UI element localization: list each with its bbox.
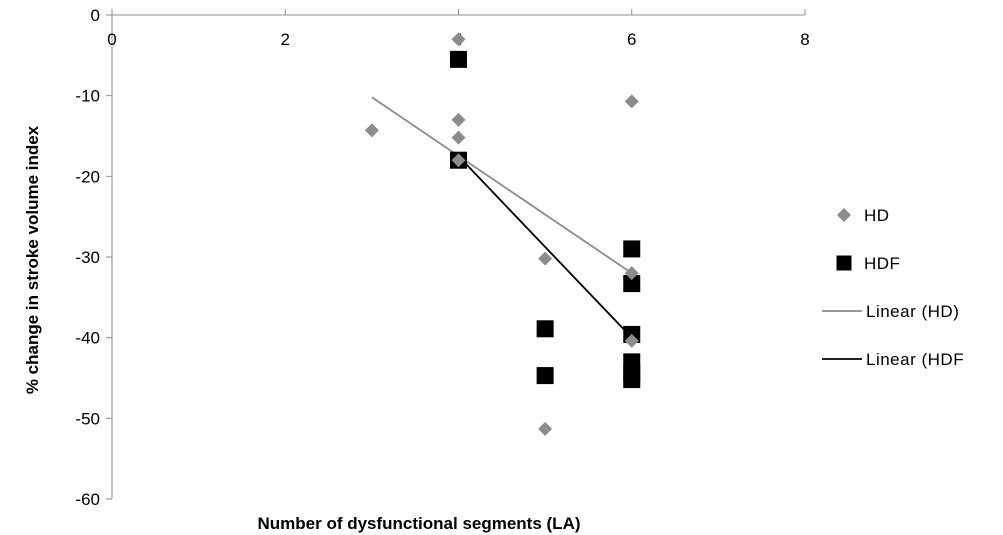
legend: HD HDF Linear (HD) Linear (HDF: [822, 206, 964, 369]
legend-symbol-hd: [837, 208, 851, 222]
x-tick-label: 8: [800, 30, 809, 49]
legend-label: Linear (HDF: [866, 350, 964, 369]
y-tick-label: 0: [91, 6, 100, 25]
data-point-hd: [451, 112, 466, 127]
data-point-hd: [624, 94, 639, 109]
data-point-hdf: [536, 367, 554, 385]
y-tick-label: -50: [75, 409, 100, 428]
data-point-hdf: [450, 50, 467, 68]
data-point-hdf: [623, 240, 641, 258]
data-point-hd: [538, 421, 553, 436]
legend-label: HDF: [864, 254, 900, 273]
data-point-hd: [451, 130, 466, 145]
data-point-hdf: [536, 320, 554, 338]
x-tick-label: 0: [107, 30, 116, 49]
data-point-hd: [538, 251, 553, 266]
x-axis-title: Number of dysfunctional segments (LA): [257, 514, 580, 533]
y-axis-title: % change in stroke volume index: [23, 125, 42, 394]
y-tick-label: -20: [75, 167, 100, 186]
x-tick-label: 6: [627, 30, 636, 49]
legend-label: HD: [864, 206, 890, 225]
y-tick-label: -30: [75, 248, 100, 267]
trendlines: [371, 96, 633, 339]
data-point-hd: [364, 123, 379, 138]
y-tick-label: -60: [75, 490, 100, 509]
data-points: [364, 32, 641, 436]
legend-symbol-hdf: [836, 255, 852, 271]
y-tick-label: -40: [75, 329, 100, 348]
trendline-hd: [371, 96, 633, 274]
data-point-hdf: [623, 275, 641, 293]
data-point-hd: [451, 153, 466, 168]
y-tick-label: -10: [75, 87, 100, 106]
data-point-hdf: [623, 371, 641, 389]
x-tick-label: 2: [281, 30, 290, 49]
trendline-hdf: [457, 155, 633, 339]
data-point-hd: [624, 266, 639, 281]
data-point-hd: [624, 333, 639, 348]
axes: [111, 14, 805, 499]
y-ticks: 0 -10 -20 -30 -40 -50 -60: [75, 6, 112, 509]
data-point-hd: [451, 32, 466, 47]
legend-label: Linear (HD): [866, 302, 959, 321]
